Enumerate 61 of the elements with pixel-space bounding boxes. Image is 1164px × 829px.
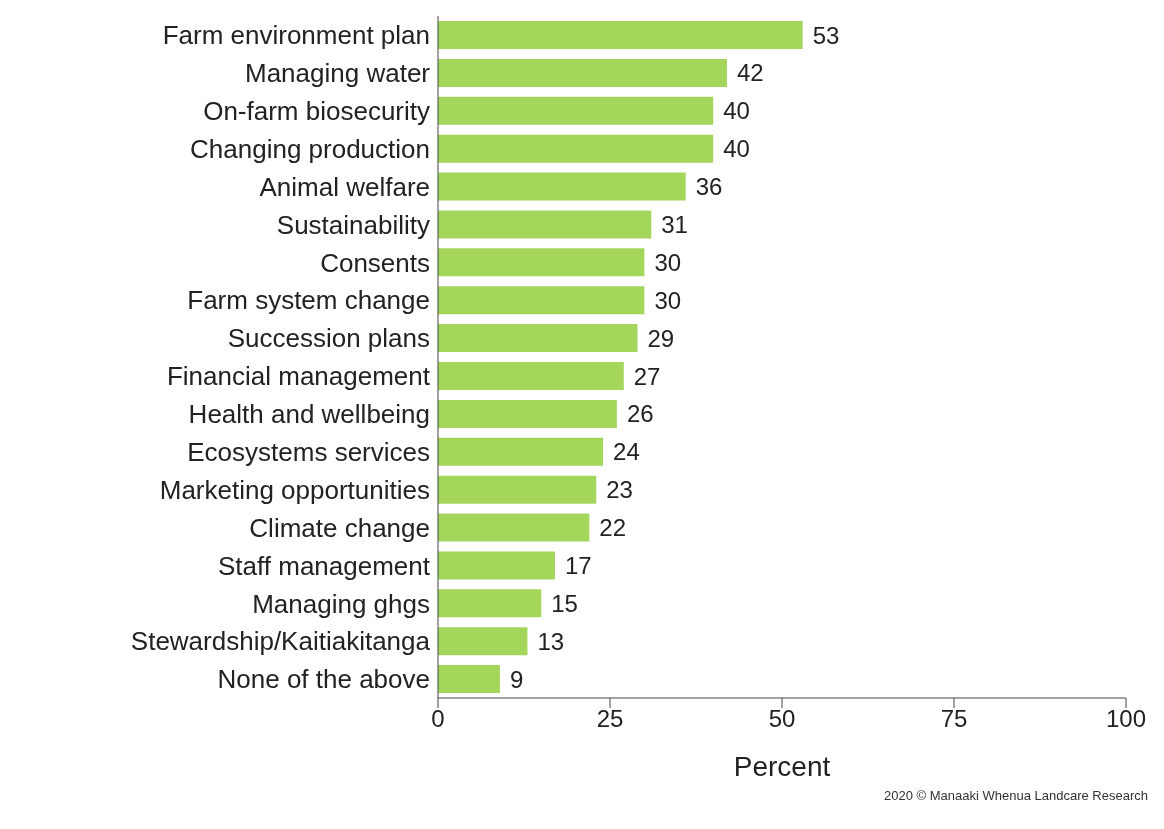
bar bbox=[438, 551, 555, 580]
bar bbox=[438, 475, 597, 504]
bar bbox=[438, 627, 528, 656]
bar bbox=[438, 134, 714, 163]
y-tick-label: Managing ghgs bbox=[252, 588, 430, 619]
bar bbox=[438, 248, 645, 277]
data-label: 27 bbox=[633, 362, 661, 390]
y-tick-label: Consents bbox=[320, 247, 430, 278]
y-tick-label: On-farm biosecurity bbox=[203, 95, 430, 126]
data-label: 31 bbox=[661, 210, 688, 238]
data-label: 30 bbox=[654, 248, 682, 276]
bar bbox=[438, 58, 727, 87]
bar bbox=[438, 96, 714, 125]
y-tick-label: Climate change bbox=[249, 512, 430, 543]
bar bbox=[438, 210, 652, 239]
data-label: 15 bbox=[551, 589, 578, 617]
y-tick-label: Changing production bbox=[190, 133, 430, 164]
data-label: 29 bbox=[647, 324, 675, 352]
y-tick-label: Succession plans bbox=[227, 323, 430, 354]
data-label: 40 bbox=[723, 97, 750, 125]
bar bbox=[438, 324, 638, 353]
x-axis-title: Percent bbox=[733, 751, 831, 782]
y-tick-label: Financial management bbox=[166, 361, 431, 392]
data-label: 9 bbox=[509, 665, 524, 693]
y-tick-label: Health and wellbeing bbox=[188, 399, 430, 430]
bar bbox=[438, 286, 645, 315]
x-tick-label: 25 bbox=[596, 705, 624, 733]
bar bbox=[438, 172, 686, 201]
y-tick-label: Farm system change bbox=[187, 285, 430, 316]
y-tick-label: Sustainability bbox=[276, 209, 430, 240]
data-label: 26 bbox=[626, 400, 654, 428]
data-label: 36 bbox=[695, 173, 723, 201]
y-tick-label: Staff management bbox=[218, 550, 431, 581]
y-tick-label: Ecosystems services bbox=[187, 436, 430, 467]
y-tick-label: None of the above bbox=[217, 664, 430, 695]
bar bbox=[438, 665, 500, 694]
y-tick-label: Marketing opportunities bbox=[159, 474, 430, 505]
data-label: 53 bbox=[812, 21, 840, 49]
data-label: 22 bbox=[599, 514, 627, 542]
bar bbox=[438, 513, 590, 542]
y-tick-label: Managing water bbox=[245, 58, 431, 89]
data-label: 23 bbox=[606, 476, 633, 504]
bar bbox=[438, 589, 542, 618]
y-tick-label: Stewardship/Kaitiakitanga bbox=[130, 626, 431, 657]
bar bbox=[438, 362, 624, 390]
data-label: 13 bbox=[537, 627, 565, 655]
x-tick-label: 50 bbox=[768, 705, 796, 733]
text: 2020 © Manaaki Whenua Landcare Research bbox=[883, 788, 1149, 803]
data-label: 30 bbox=[654, 286, 682, 314]
data-label: 17 bbox=[564, 551, 592, 579]
x-tick-label: 100 bbox=[1105, 705, 1147, 733]
bar bbox=[438, 21, 803, 49]
data-label: 24 bbox=[613, 438, 640, 466]
data-label: 40 bbox=[723, 135, 750, 163]
y-tick-label: Farm environment plan bbox=[162, 20, 430, 51]
bar bbox=[438, 399, 617, 428]
data-label: 42 bbox=[736, 59, 764, 87]
x-tick-label: 0 bbox=[431, 705, 445, 733]
bar bbox=[438, 437, 604, 466]
x-tick-label: 75 bbox=[940, 705, 968, 733]
y-tick-label: Animal welfare bbox=[259, 171, 430, 202]
